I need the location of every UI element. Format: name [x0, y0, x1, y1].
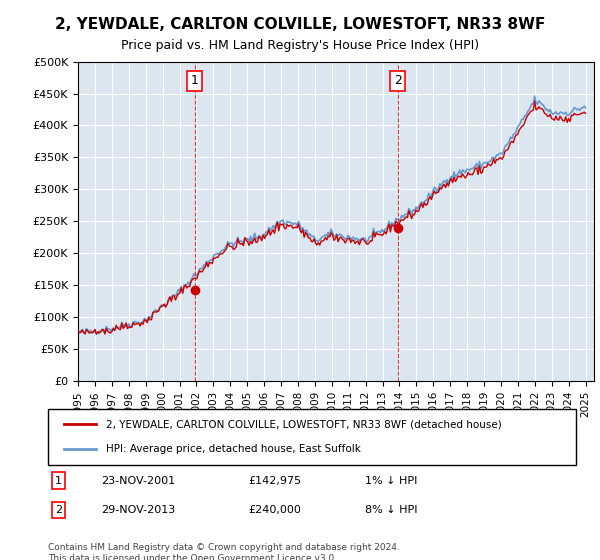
FancyBboxPatch shape — [48, 409, 576, 465]
Text: £142,975: £142,975 — [248, 476, 302, 486]
Text: 1: 1 — [55, 476, 62, 486]
Text: 8% ↓ HPI: 8% ↓ HPI — [365, 505, 418, 515]
Text: Price paid vs. HM Land Registry's House Price Index (HPI): Price paid vs. HM Land Registry's House … — [121, 39, 479, 52]
Text: HPI: Average price, detached house, East Suffolk: HPI: Average price, detached house, East… — [106, 444, 361, 454]
Text: 2: 2 — [55, 505, 62, 515]
Text: 2, YEWDALE, CARLTON COLVILLE, LOWESTOFT, NR33 8WF: 2, YEWDALE, CARLTON COLVILLE, LOWESTOFT,… — [55, 17, 545, 32]
Text: 1% ↓ HPI: 1% ↓ HPI — [365, 476, 417, 486]
Text: Contains HM Land Registry data © Crown copyright and database right 2024.
This d: Contains HM Land Registry data © Crown c… — [48, 543, 400, 560]
Text: £240,000: £240,000 — [248, 505, 302, 515]
Text: 1: 1 — [191, 74, 199, 87]
Text: 2: 2 — [394, 74, 401, 87]
Text: 2, YEWDALE, CARLTON COLVILLE, LOWESTOFT, NR33 8WF (detached house): 2, YEWDALE, CARLTON COLVILLE, LOWESTOFT,… — [106, 419, 502, 430]
Text: 23-NOV-2001: 23-NOV-2001 — [101, 476, 175, 486]
Text: 29-NOV-2013: 29-NOV-2013 — [101, 505, 175, 515]
